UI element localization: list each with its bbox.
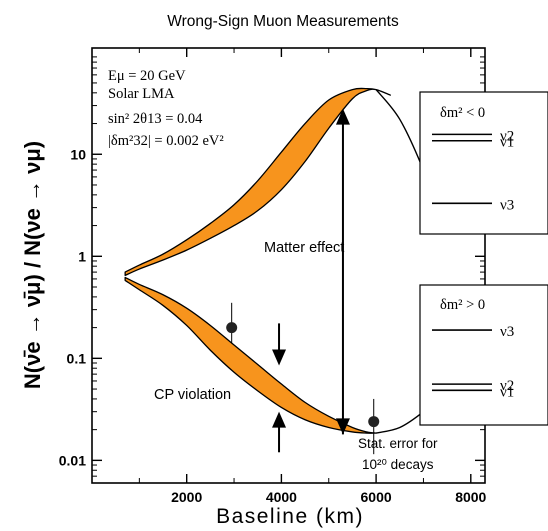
axis-ticks: 2000 4000 6000 8000 0.01 0.1 1 10: [59, 48, 487, 505]
arrow-head-cp-up: [272, 411, 287, 428]
level-label: ν2: [500, 128, 514, 144]
data-point: [226, 322, 238, 334]
arrow-head-matter-bottom: [335, 418, 350, 435]
level-label: ν2: [500, 378, 514, 394]
inset-normal-title: δm² > 0: [440, 297, 485, 313]
x-tick-label: 4000: [266, 489, 297, 505]
x-tick-label: 2000: [171, 489, 202, 505]
x-tick-label: 6000: [361, 489, 392, 505]
y-axis-label: N(ν̄e → ν̄μ) / N(νe → νμ): [20, 141, 45, 389]
inset-normal-box: [419, 284, 548, 426]
y-tick-label: 1: [78, 248, 86, 264]
data-points: [226, 302, 380, 455]
level-label: ν1: [500, 135, 514, 151]
band-lower: [124, 276, 377, 434]
param-theta13: sin² 2θ13 = 0.04: [108, 111, 203, 127]
annotation-cp-violation: CP violation: [154, 387, 231, 403]
level-label: ν3: [500, 324, 514, 340]
annotation-arrows: [272, 108, 350, 453]
y-tick-label: 10: [70, 146, 86, 162]
x-axis-label: Baseline (km): [216, 505, 364, 528]
annotation-decays: 10²⁰ decays: [362, 457, 434, 472]
param-energy: Eμ = 20 GeV: [108, 68, 186, 84]
data-bands: [124, 87, 391, 434]
parameter-block: Eμ = 20 GeV Solar LMA sin² 2θ13 = 0.04 |…: [108, 68, 224, 149]
y-tick-label: 0.01: [59, 452, 86, 468]
param-solar: Solar LMA: [108, 86, 175, 102]
inset-inverted-box: [419, 91, 548, 235]
annotation-matter-effect: Matter effect: [264, 240, 344, 256]
inset-inverted-title: δm² < 0: [440, 105, 485, 121]
chart-title: Wrong-Sign Muon Measurements: [167, 13, 399, 30]
band-upper: [124, 87, 391, 277]
y-tick-label: 0.1: [67, 350, 87, 366]
param-dm32: |δm²32| = 0.002 eV²: [108, 133, 224, 149]
plot-frame: [91, 47, 486, 484]
annotation-stat-error: Stat. error for: [358, 436, 438, 451]
data-point: [368, 416, 380, 428]
arrow-head-matter: [335, 108, 350, 125]
level-label: ν3: [500, 197, 514, 213]
x-tick-label: 8000: [455, 489, 486, 505]
level-label: ν1: [500, 384, 514, 400]
arrow-head-cp-down: [272, 349, 287, 366]
